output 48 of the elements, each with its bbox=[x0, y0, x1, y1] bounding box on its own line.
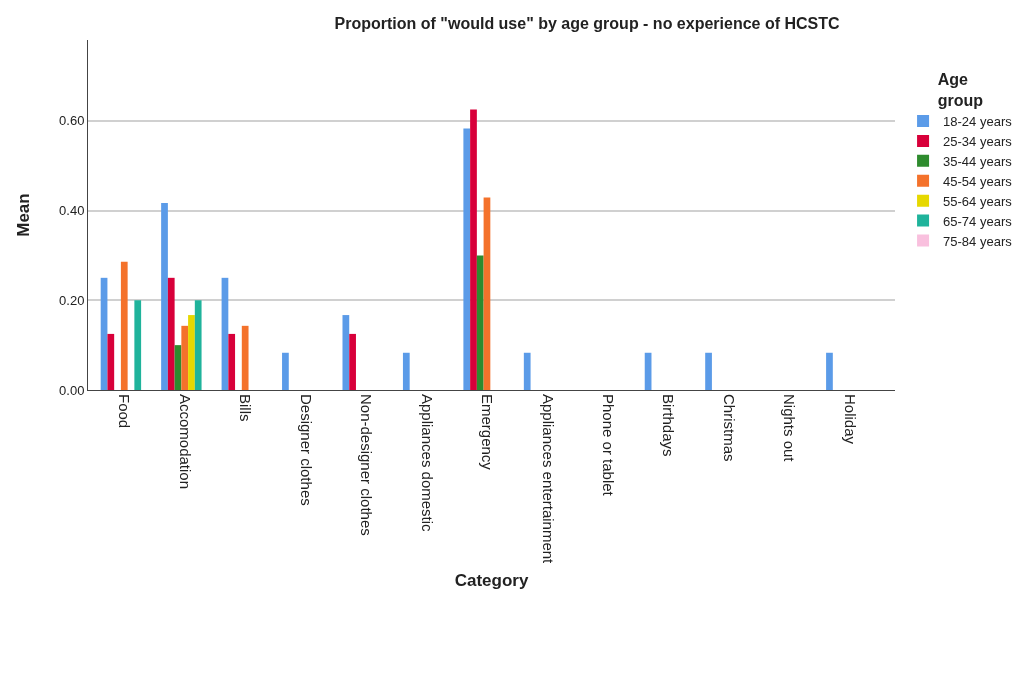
y-tick-label: 0.40 bbox=[59, 203, 85, 219]
bar bbox=[134, 300, 142, 390]
y-tick-label: 0.60 bbox=[59, 113, 85, 129]
bar bbox=[120, 261, 128, 390]
bar bbox=[523, 352, 531, 390]
legend-label: 35-44 years bbox=[943, 153, 1013, 169]
x-tick-label: Designer clothes bbox=[297, 394, 315, 506]
x-tick-label: Non-designer clothes bbox=[358, 394, 376, 536]
legend-label: 25-34 years bbox=[943, 134, 1013, 150]
x-tick-label: Emergency bbox=[479, 394, 497, 471]
bar bbox=[241, 325, 249, 390]
x-tick-label: Appliances entertainment bbox=[539, 394, 557, 565]
bar bbox=[402, 352, 410, 390]
x-tick-label: Christmas bbox=[720, 394, 738, 462]
legend-label: 55-64 years bbox=[943, 193, 1013, 209]
bar bbox=[463, 128, 471, 390]
bar bbox=[342, 315, 350, 390]
legend-label: 18-24 years bbox=[943, 114, 1013, 130]
bar bbox=[476, 255, 484, 390]
x-tick-label: Phone or tablet bbox=[599, 394, 617, 497]
legend-label: 45-54 years bbox=[943, 173, 1013, 189]
x-tick-label: Accomodation bbox=[176, 394, 194, 490]
bar bbox=[705, 352, 712, 390]
bar bbox=[826, 352, 833, 390]
chart-title: Proportion of "would use" by age group - no experience of HCSTC bbox=[334, 14, 841, 32]
x-tick-label: Bills bbox=[237, 394, 255, 422]
bar bbox=[282, 352, 289, 390]
x-tick-label: Birthdays bbox=[660, 394, 678, 457]
bar bbox=[228, 333, 236, 390]
y-tick-label: 0.20 bbox=[59, 292, 85, 308]
legend-title: Age group bbox=[937, 71, 984, 110]
y-axis-title: Mean bbox=[13, 193, 33, 237]
x-tick-label: Nights out bbox=[781, 394, 799, 463]
legend-label: 65-74 years bbox=[943, 213, 1013, 229]
legend-label: 75-84 years bbox=[943, 233, 1013, 249]
bar bbox=[107, 333, 115, 390]
x-tick-label: Food bbox=[116, 394, 134, 429]
bar bbox=[349, 333, 356, 390]
x-tick-label: Holiday bbox=[841, 394, 859, 445]
bar bbox=[181, 325, 189, 390]
y-tick-label: 0.00 bbox=[59, 382, 85, 398]
x-axis-title: Category bbox=[454, 570, 529, 590]
bar bbox=[194, 300, 202, 390]
bar bbox=[167, 277, 175, 390]
x-tick-label: Appliances domestic bbox=[418, 394, 436, 533]
bar bbox=[161, 202, 168, 390]
bar bbox=[188, 315, 195, 390]
bar bbox=[470, 109, 477, 390]
